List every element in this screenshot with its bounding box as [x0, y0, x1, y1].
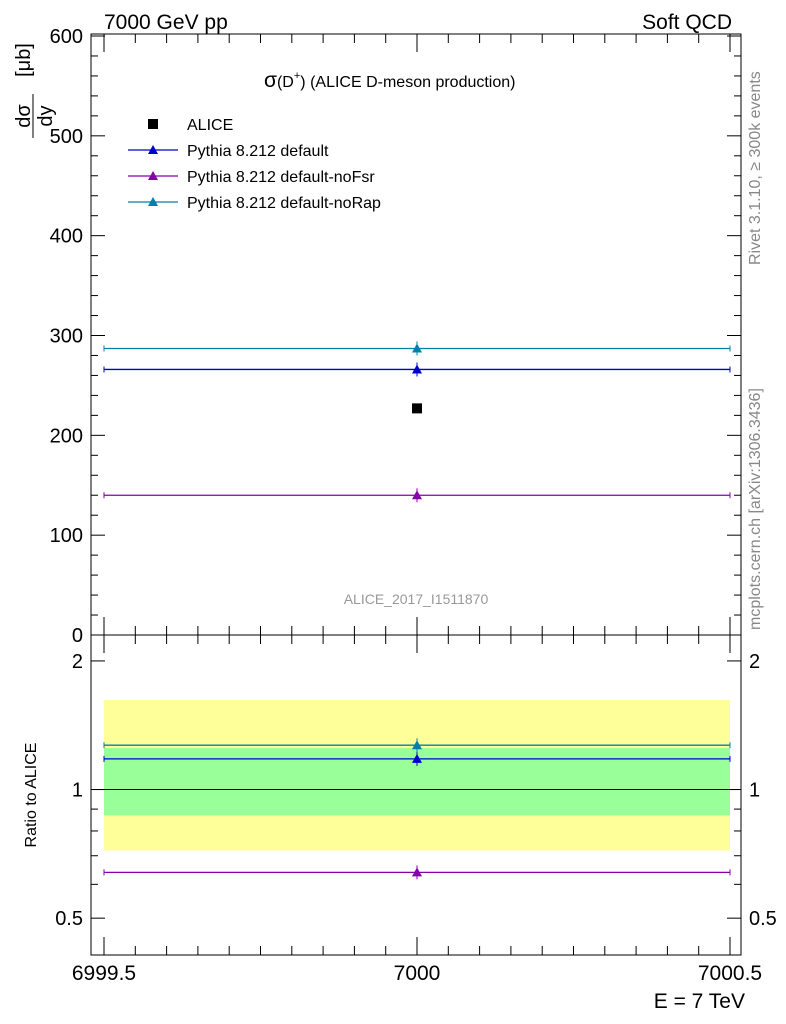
ratio-series-pythia-8-212-default-nofsr — [103, 865, 731, 880]
y-tick-label: 300 — [50, 326, 83, 348]
y-tick-label: 200 — [50, 425, 83, 447]
x-axis: 6999.5 7000 7000.5 — [72, 34, 762, 985]
data-point — [412, 343, 422, 353]
ratio-y-axis: 0.5 0.5 1 1 2 2 — [55, 651, 777, 930]
legend-label: Pythia 8.212 default-noFsr — [187, 169, 375, 186]
legend-marker — [148, 119, 158, 129]
ratio-bands — [91, 700, 741, 851]
ratio-y-tick-label-right: 1 — [749, 780, 760, 802]
x-tick-label: 7000 — [394, 962, 441, 985]
legend: ALICE Pythia 8.212 default Pythia 8.212 de… — [128, 117, 381, 212]
data-point — [412, 490, 422, 500]
y-label-numerator: dσ — [13, 104, 35, 128]
ratio-point — [412, 740, 422, 750]
series-pythia-8-212-default-nofsr — [103, 488, 731, 503]
legend-marker — [148, 171, 158, 180]
legend-entry: Pythia 8.212 default-noFsr — [128, 169, 375, 186]
ratio-series-pythia-8-212-default — [103, 751, 731, 766]
ratio-series — [103, 738, 731, 880]
y-tick-label: 600 — [50, 26, 83, 48]
series-alice — [412, 403, 422, 414]
main-y-label: dσ dy [μb] — [13, 43, 57, 138]
ratio-y-label: Ratio to ALICE — [23, 743, 40, 848]
rivet-version-note: Rivet 3.1.10, ≥ 300k events — [747, 71, 764, 265]
series-pythia-8-212-default-norap — [103, 341, 731, 356]
ratio-point — [412, 753, 422, 763]
ratio-series-pythia-8-212-default-norap — [103, 738, 731, 753]
legend-marker — [148, 197, 158, 206]
y-label-denominator: dy — [35, 105, 57, 126]
legend-label: ALICE — [187, 117, 233, 134]
ratio-frame — [90, 634, 742, 956]
data-point — [412, 364, 422, 374]
series-pythia-8-212-default — [103, 362, 731, 377]
ratio-point — [412, 867, 422, 877]
analysis-id-watermark: ALICE_2017_I1511870 — [344, 591, 489, 607]
legend-label: Pythia 8.212 default-noRap — [187, 195, 381, 212]
legend-entry: Pythia 8.212 default-noRap — [128, 195, 381, 212]
ratio-y-tick-label-left: 2 — [72, 651, 83, 673]
legend-label: Pythia 8.212 default — [187, 143, 329, 160]
plot-title: σ(D+) (ALICE D-meson production) — [264, 69, 515, 92]
ratio-y-tick-label-right: 0.5 — [749, 908, 777, 930]
y-tick-label: 100 — [50, 525, 83, 547]
main-panel: 0 100 200 300 400 500 600 σ(D+) (ALICE D-meson… — [13, 26, 742, 647]
process-label: Soft QCD — [642, 11, 732, 34]
y-tick-label: 0 — [72, 625, 83, 647]
legend-marker — [148, 145, 158, 154]
x-tick-label: 7000.5 — [698, 962, 762, 985]
ratio-y-tick-label-left: 1 — [72, 780, 83, 802]
x-axis-label: E = 7 TeV — [654, 990, 745, 1013]
main-y-axis: 0 100 200 300 400 500 600 — [50, 26, 741, 647]
data-point — [412, 403, 422, 414]
ratio-y-tick-label-right: 2 — [749, 651, 760, 673]
x-tick-label: 6999.5 — [72, 962, 136, 985]
y-tick-label: 500 — [50, 126, 83, 148]
main-series — [103, 341, 731, 503]
beam-energy-label: 7000 GeV pp — [104, 11, 228, 34]
legend-entry: ALICE — [148, 117, 233, 134]
y-tick-label: 400 — [50, 226, 83, 248]
y-label-unit: [μb] — [13, 43, 35, 77]
ratio-panel: 0.5 0.5 1 1 2 2 6999.5 7000 7000.5 Ratio to ALI… — [23, 34, 777, 1013]
mcplots-note: mcplots.cern.ch [arXiv:1306.3436] — [747, 388, 764, 630]
ratio-y-tick-label-left: 0.5 — [55, 908, 83, 930]
legend-entry: Pythia 8.212 default — [128, 143, 329, 160]
